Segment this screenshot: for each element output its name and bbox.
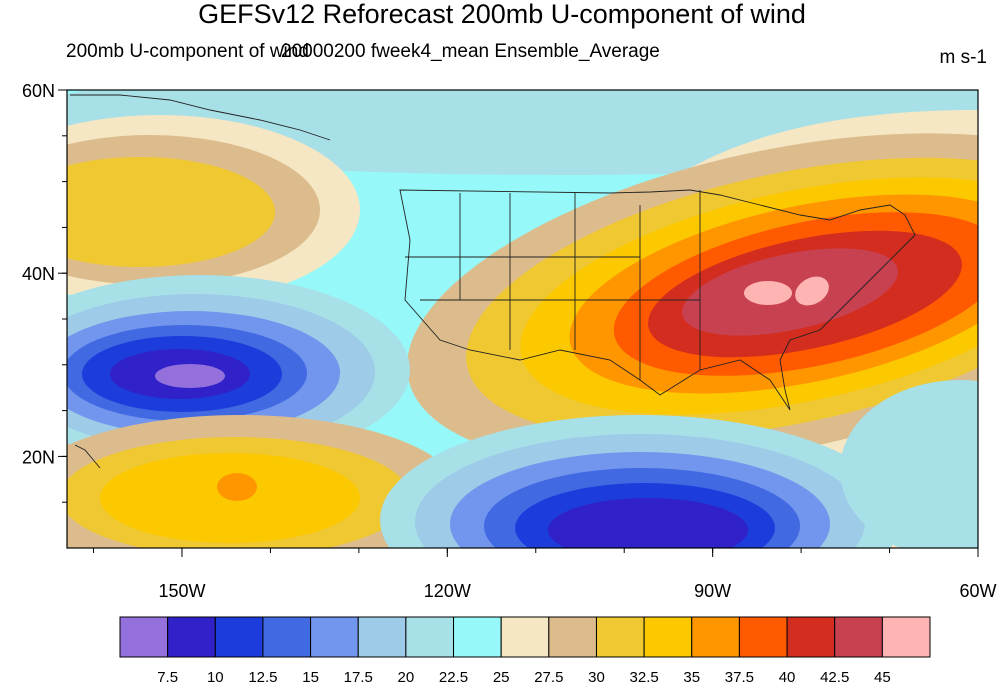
lat-tick-label: 60N [22,81,55,101]
colorbar-box [643,616,693,658]
colorbar-box [453,616,502,658]
colorbar-level-label: 35 [683,669,700,684]
colorbar-labels: 7.5 10 12.5 15 17.5 20 22.5 25 27.5 30 32.5 35 37.5 4… [157,669,890,684]
colorbar-level-label: 27.5 [534,669,563,684]
colorbar-level-label: 37.5 [725,669,754,684]
colorbar-level-label: 25 [493,669,510,684]
colorbar-box [786,616,836,658]
colorbar-level-label: 42.5 [820,669,849,684]
coastlines [70,94,916,469]
units-label: m s-1 [939,47,988,68]
colorbar-level-label: 22.5 [439,669,468,684]
lon-tick-label: 90W [694,581,731,601]
colorbar-level-label: 12.5 [248,669,277,684]
colorbar-box [357,616,407,658]
colorbar-level-label: 10 [207,669,224,684]
colorbar-box [119,616,169,658]
colorbar-box [595,616,645,658]
colorbar-box [834,616,883,658]
colorbar-boxes [119,616,931,658]
lon-tick-label: 120W [424,581,471,601]
colorbar-level-label: 15 [302,669,319,684]
colorbar-box [548,616,597,658]
colorbar-box [167,616,216,658]
colorbar-box [738,616,788,658]
colorbar-box [881,616,931,658]
colorbar-box [214,616,264,658]
colorbar-box [310,616,359,658]
colorbar-box [500,616,550,658]
colorbar-level-label: 7.5 [157,669,178,684]
lon-tick-label: 150W [158,581,205,601]
colorbar-level-label: 32.5 [630,669,659,684]
axis-tick-labels: 150W 120W 90W 60W 20N 40N 60N [22,81,997,601]
lat-tick-label: 20N [22,447,55,467]
colorbar-level-label: 45 [874,669,891,684]
colorbar-box [405,616,455,658]
colorbar-level-label: 30 [588,669,605,684]
colorbar-level-label: 17.5 [344,669,373,684]
lon-tick-label: 60W [959,581,996,601]
forecast-subtitle: 20000200 fweek4_mean Ensemble_Average [281,41,660,62]
wind-field-contours [67,90,978,548]
colorbar-box [262,616,312,658]
colorbar-level-label: 20 [398,669,415,684]
lat-tick-label: 40N [22,264,55,284]
variable-subtitle: 200mb U-component of wind [66,41,309,62]
axis-ticks [58,89,979,557]
chart-title: GEFSv12 Reforecast 200mb U-component of … [198,0,806,29]
colorbar-level-label: 40 [779,669,796,684]
colorbar-box [691,616,740,658]
